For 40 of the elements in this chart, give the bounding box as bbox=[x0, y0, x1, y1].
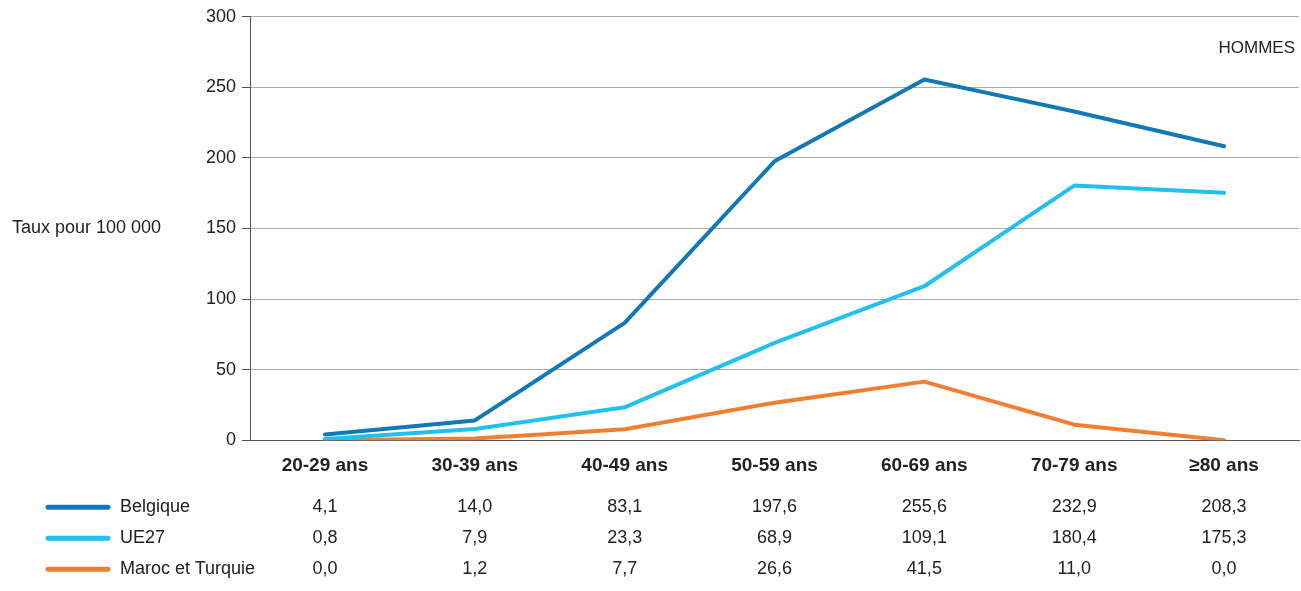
x-tick-label: 70-79 ans bbox=[1030, 453, 1118, 475]
y-tick-label: 100 bbox=[205, 288, 237, 309]
annotation: HOMMES bbox=[1218, 38, 1295, 58]
y-tick-label: 0 bbox=[226, 429, 237, 450]
x-tick-label: ≥80 ans bbox=[1189, 453, 1259, 475]
data-label: 180,4 bbox=[1051, 527, 1097, 548]
data-label: 255,6 bbox=[901, 496, 947, 517]
data-label: 11,0 bbox=[1057, 558, 1092, 579]
data-label: 208,3 bbox=[1201, 496, 1247, 517]
legend-label: Belgique bbox=[120, 496, 191, 517]
y-tick-label: 150 bbox=[205, 217, 237, 238]
legend-label: Maroc et Turquie bbox=[120, 558, 256, 579]
data-label: 68,9 bbox=[756, 527, 793, 548]
data-label: 0,0 bbox=[1211, 558, 1237, 579]
data-label: 175,3 bbox=[1201, 527, 1247, 548]
data-label: 83,1 bbox=[607, 496, 643, 517]
x-tick-label: 40-49 ans bbox=[581, 453, 668, 475]
data-label: 4,1 bbox=[312, 496, 338, 517]
data-label: 197,6 bbox=[751, 496, 798, 517]
data-label: 232,9 bbox=[1051, 496, 1097, 517]
data-label: 109,1 bbox=[901, 527, 947, 548]
y-tick-label: 300 bbox=[205, 5, 237, 26]
data-label: 7,7 bbox=[612, 558, 638, 579]
x-tick-label: 60-69 ans bbox=[881, 453, 968, 475]
data-label: 23,3 bbox=[607, 527, 643, 548]
x-tick-label: 30-39 ans bbox=[431, 453, 519, 475]
x-tick-label: 50-59 ans bbox=[731, 453, 818, 475]
legend-label: UE27 bbox=[120, 527, 166, 548]
data-label: 41,5 bbox=[906, 558, 942, 579]
data-label: 26,6 bbox=[756, 558, 793, 579]
y-tick-label: 250 bbox=[205, 76, 237, 97]
y-tick-label: 200 bbox=[205, 146, 237, 167]
data-label: 1,2 bbox=[462, 558, 488, 579]
y-axis-title: Taux pour 100 000 bbox=[12, 217, 162, 238]
y-tick-label: 50 bbox=[216, 358, 237, 379]
data-label: 0,8 bbox=[312, 527, 338, 548]
data-label: 0,0 bbox=[312, 558, 338, 579]
data-label: 7,9 bbox=[462, 527, 488, 548]
x-tick-label: 20-29 ans bbox=[281, 453, 369, 475]
data-label: 14,0 bbox=[457, 496, 493, 517]
